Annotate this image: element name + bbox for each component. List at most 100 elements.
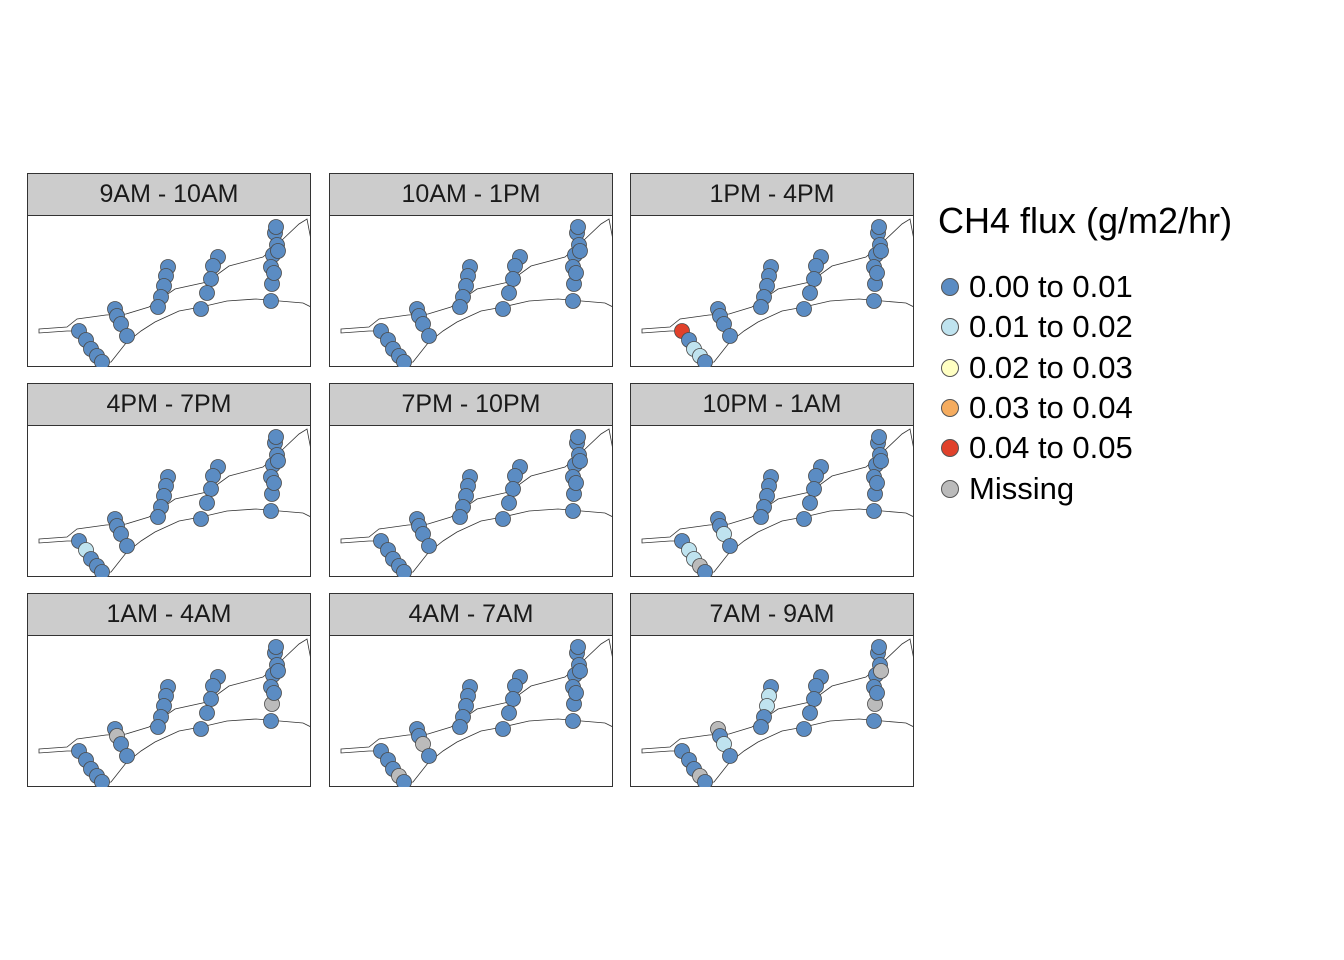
facet-title: 4PM - 7PM [27, 383, 311, 426]
facet-panel: 7AM - 9AM [630, 593, 914, 787]
sample-point [205, 468, 221, 484]
sample-point [873, 243, 889, 259]
legend-item: Missing [938, 471, 1074, 507]
facet-panel: 7PM - 10PM [329, 383, 613, 577]
sample-point [203, 691, 219, 707]
sample-point [396, 774, 412, 787]
sample-point [697, 354, 713, 367]
legend-swatch [941, 479, 959, 498]
legend-swatch [941, 439, 959, 458]
sample-point [568, 265, 584, 281]
sample-point [806, 691, 822, 707]
sample-point [505, 271, 521, 287]
sample-point [796, 301, 812, 317]
facet-panel: 10PM - 1AM [630, 383, 914, 577]
sample-point [505, 481, 521, 497]
sample-point [869, 265, 885, 281]
sample-point [94, 564, 110, 577]
sample-point [495, 511, 511, 527]
legend-label: 0.01 to 0.02 [969, 309, 1133, 345]
sample-point [866, 293, 882, 309]
sample-point [568, 475, 584, 491]
sample-point [796, 511, 812, 527]
sample-point [565, 713, 581, 729]
legend-item: 0.03 to 0.04 [938, 390, 1133, 426]
sample-point [421, 538, 437, 554]
sample-point [199, 285, 215, 301]
sample-point [119, 748, 135, 764]
facet-title: 7PM - 10PM [329, 383, 613, 426]
sample-point [871, 639, 887, 655]
sample-point [150, 299, 166, 315]
sample-point [802, 705, 818, 721]
facet-title: 10AM - 1PM [329, 173, 613, 216]
legend-swatch [941, 278, 959, 296]
sample-point [205, 258, 221, 274]
sample-point [802, 285, 818, 301]
sample-point [270, 663, 286, 679]
sample-point [568, 685, 584, 701]
sample-point [268, 219, 284, 235]
sample-point [199, 705, 215, 721]
facet-panel: 1PM - 4PM [630, 173, 914, 367]
sample-point [572, 243, 588, 259]
sample-point [266, 475, 282, 491]
sample-point [570, 219, 586, 235]
facet-title: 4AM - 7AM [329, 593, 613, 636]
sample-point [570, 429, 586, 445]
sample-point [119, 538, 135, 554]
sample-point [270, 243, 286, 259]
sample-point [150, 509, 166, 525]
sample-point [452, 299, 468, 315]
sample-point [205, 678, 221, 694]
sample-point [873, 453, 889, 469]
sample-point [495, 721, 511, 737]
sample-point [203, 481, 219, 497]
sample-point [507, 258, 523, 274]
sample-point [193, 511, 209, 527]
sample-point [753, 509, 769, 525]
sample-point [808, 258, 824, 274]
sample-point [263, 713, 279, 729]
sample-point [495, 301, 511, 317]
legend-item: 0.02 to 0.03 [938, 350, 1133, 386]
legend-swatch [941, 318, 959, 337]
sample-point [507, 678, 523, 694]
sample-point [753, 299, 769, 315]
map-plot [630, 425, 914, 577]
sample-point [565, 503, 581, 519]
sample-point [270, 453, 286, 469]
map-plot [329, 425, 613, 577]
sample-point [263, 503, 279, 519]
sample-point [396, 354, 412, 367]
sample-point [150, 719, 166, 735]
sample-point [266, 685, 282, 701]
legend-item: 0.04 to 0.05 [938, 430, 1133, 466]
legend-label: 0.04 to 0.05 [969, 430, 1133, 466]
sample-point [866, 503, 882, 519]
sample-point [421, 328, 437, 344]
facet-title: 1AM - 4AM [27, 593, 311, 636]
facet-panel: 4PM - 7PM [27, 383, 311, 577]
legend-item: 0.00 to 0.01 [938, 269, 1133, 305]
sample-point [193, 721, 209, 737]
facet-panel: 9AM - 10AM [27, 173, 311, 367]
sample-point [572, 453, 588, 469]
sample-point [452, 509, 468, 525]
sample-point [501, 705, 517, 721]
legend-swatch [941, 398, 959, 417]
map-plot [329, 215, 613, 367]
facet-panel: 1AM - 4AM [27, 593, 311, 787]
sample-point [753, 719, 769, 735]
facet-title: 7AM - 9AM [630, 593, 914, 636]
sample-point [572, 663, 588, 679]
facet-title: 1PM - 4PM [630, 173, 914, 216]
legend-title: CH4 flux (g/m2/hr) [938, 200, 1233, 241]
sample-point [396, 564, 412, 577]
legend-item: 0.01 to 0.02 [938, 309, 1133, 345]
sample-point [203, 271, 219, 287]
sample-point [452, 719, 468, 735]
sample-point [869, 685, 885, 701]
sample-point [507, 468, 523, 484]
sample-point [263, 293, 279, 309]
